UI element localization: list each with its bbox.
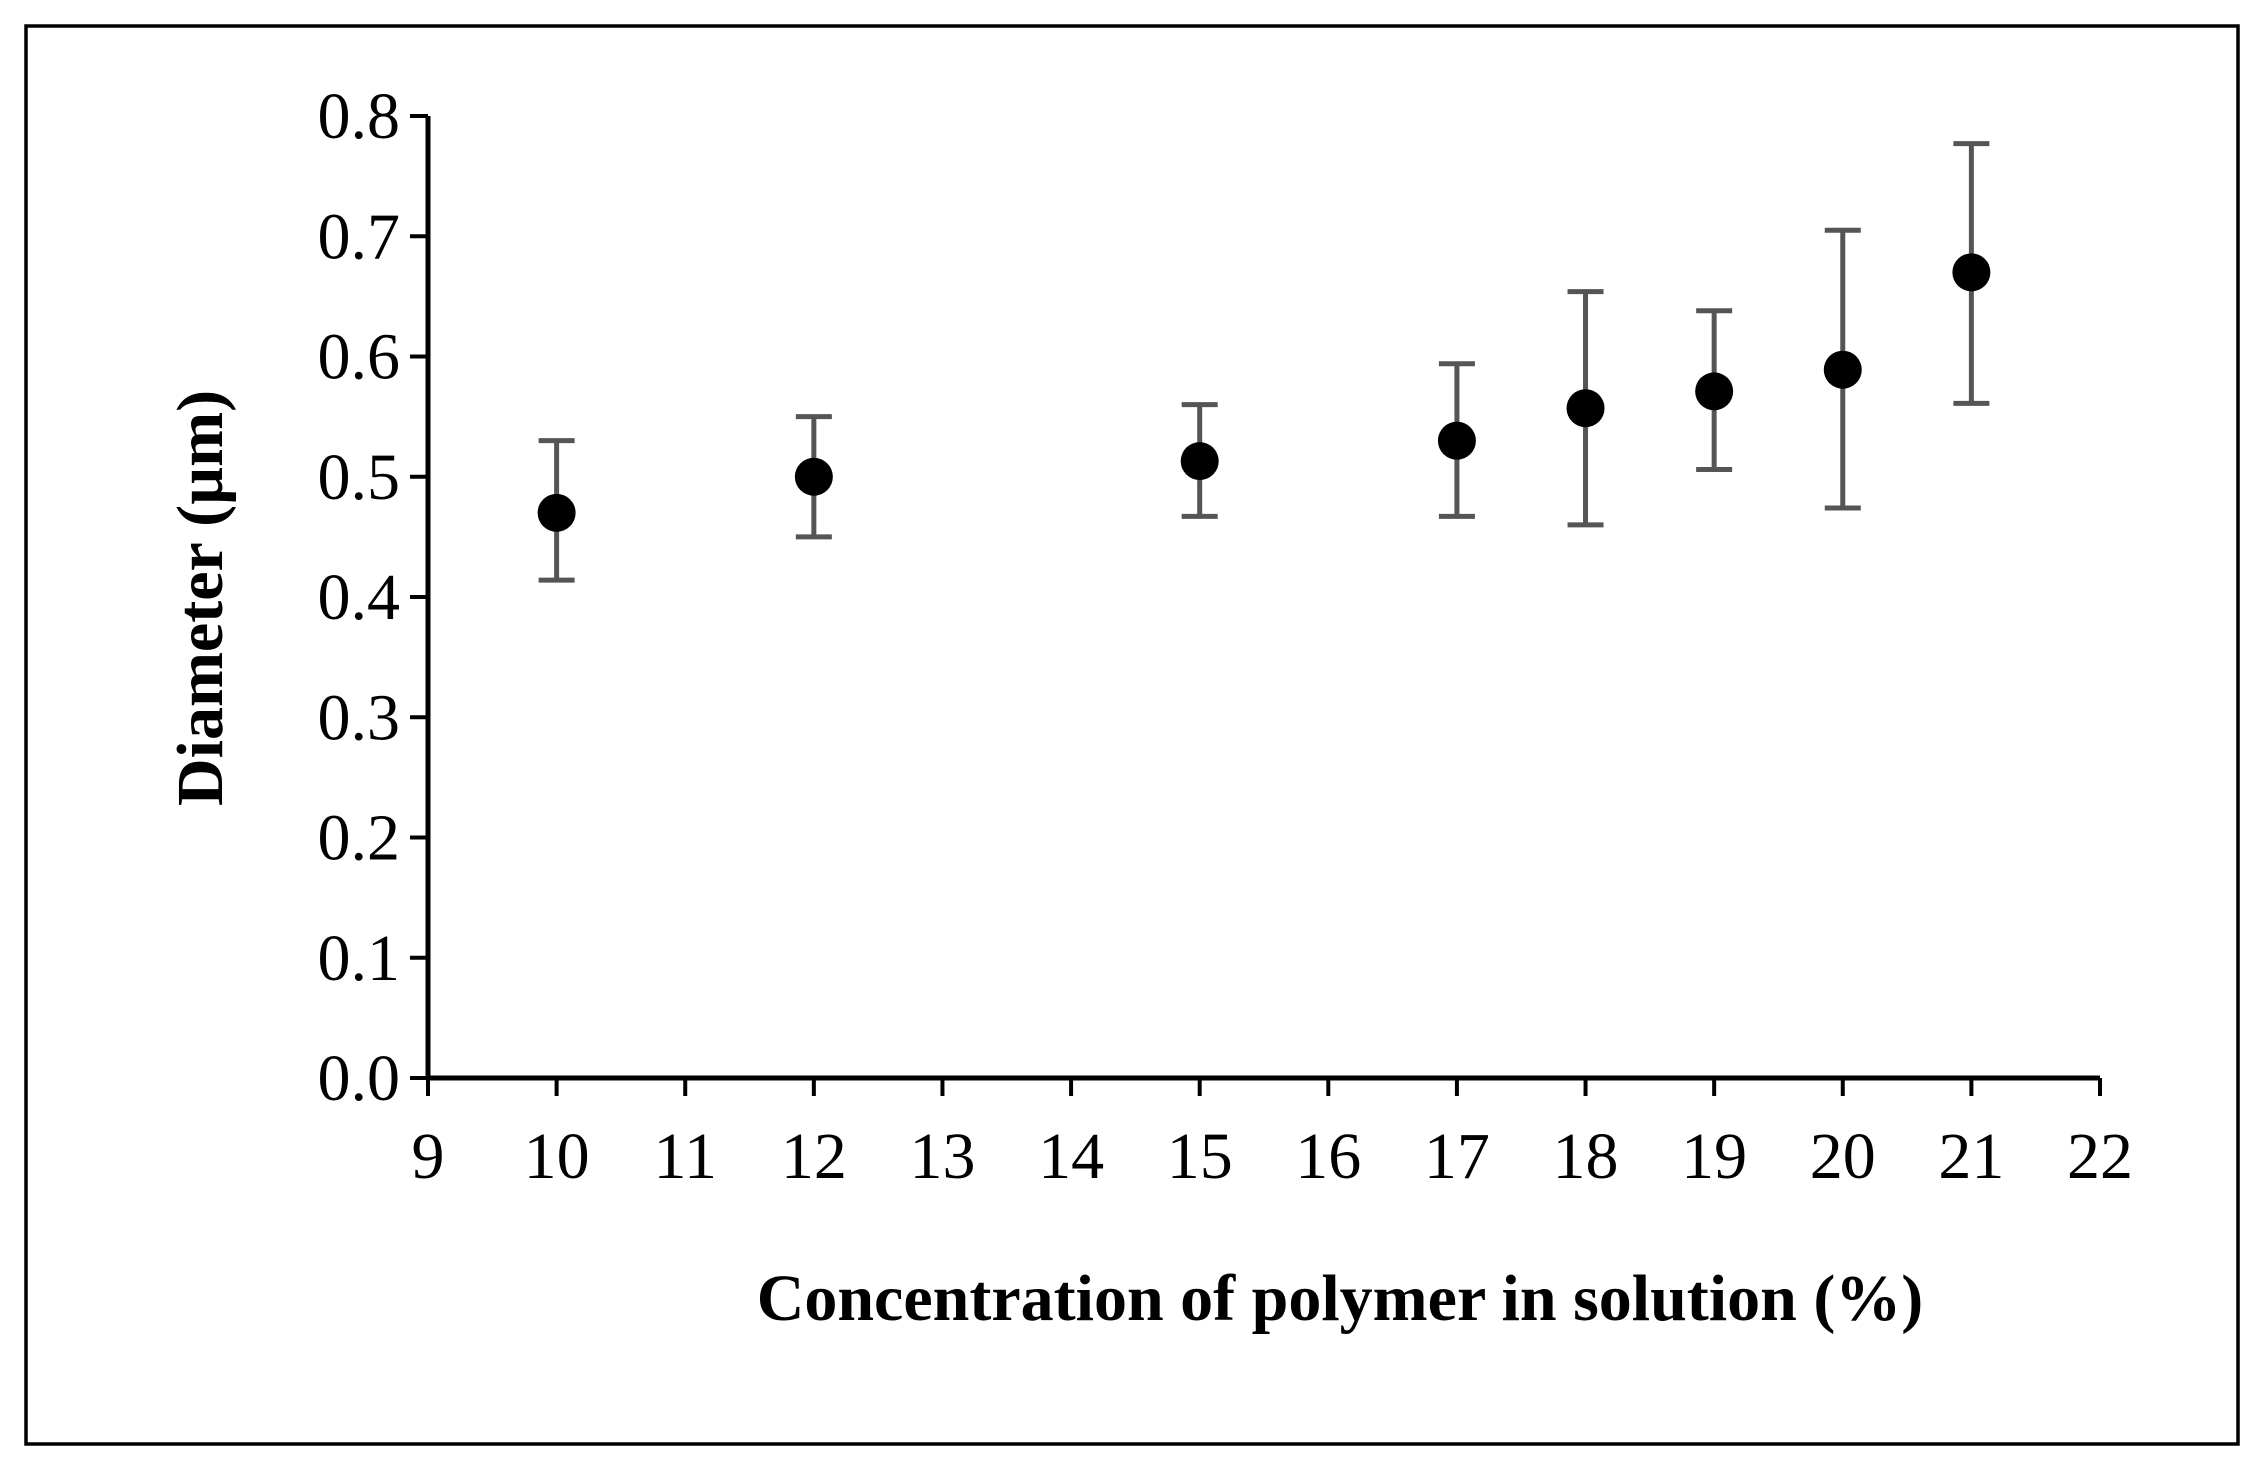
x-tick-label: 11: [653, 1120, 717, 1193]
y-tick-label: 0.4: [318, 561, 401, 634]
x-tick-label: 14: [1038, 1120, 1104, 1193]
y-tick-label: 0.6: [318, 321, 401, 394]
y-tick-label: 0.5: [318, 441, 401, 514]
x-axis-title: Concentration of polymer in solution (%): [757, 1262, 1924, 1335]
y-tick-label: 0.8: [318, 80, 401, 153]
x-tick-label: 21: [1938, 1120, 2004, 1193]
x-tick-label: 16: [1295, 1120, 1361, 1193]
x-tick-label: 9: [412, 1120, 445, 1193]
y-axis-title: Diameter (µm): [164, 390, 237, 806]
x-tick-label: 22: [2067, 1120, 2133, 1193]
data-point: [537, 493, 576, 532]
data-point: [1437, 421, 1476, 460]
data-point: [794, 457, 833, 496]
x-tick-label: 12: [781, 1120, 847, 1193]
x-tick-label: 19: [1681, 1120, 1747, 1193]
x-tick-label: 13: [909, 1120, 975, 1193]
x-tick-label: 17: [1424, 1120, 1490, 1193]
y-axis-ticks: 0.0 0.1 0.2 0.3 0.4 0.5 0.6 0.7 0.8: [318, 80, 428, 1115]
error-bars: [538, 141, 1990, 583]
y-tick-label: 0.0: [318, 1042, 401, 1115]
data-point: [1566, 389, 1605, 428]
data-point: [1695, 372, 1734, 411]
data-point: [1952, 253, 1991, 292]
x-tick-label: 18: [1553, 1120, 1619, 1193]
y-tick-label: 0.2: [318, 802, 401, 875]
data-point: [1180, 442, 1219, 481]
x-tick-label: 15: [1167, 1120, 1233, 1193]
y-tick-label: 0.1: [318, 922, 401, 995]
figure-border: [24, 24, 2240, 1446]
x-tick-label: 10: [524, 1120, 590, 1193]
data-point: [1823, 350, 1862, 389]
x-tick-label: 20: [1810, 1120, 1876, 1193]
y-tick-label: 0.7: [318, 200, 401, 273]
y-tick-label: 0.3: [318, 681, 401, 754]
x-axis-ticks: 9 10 11 12 13 14 15 16 17 18 19 20 21 22: [412, 1078, 2133, 1193]
data-points: [537, 253, 1991, 532]
